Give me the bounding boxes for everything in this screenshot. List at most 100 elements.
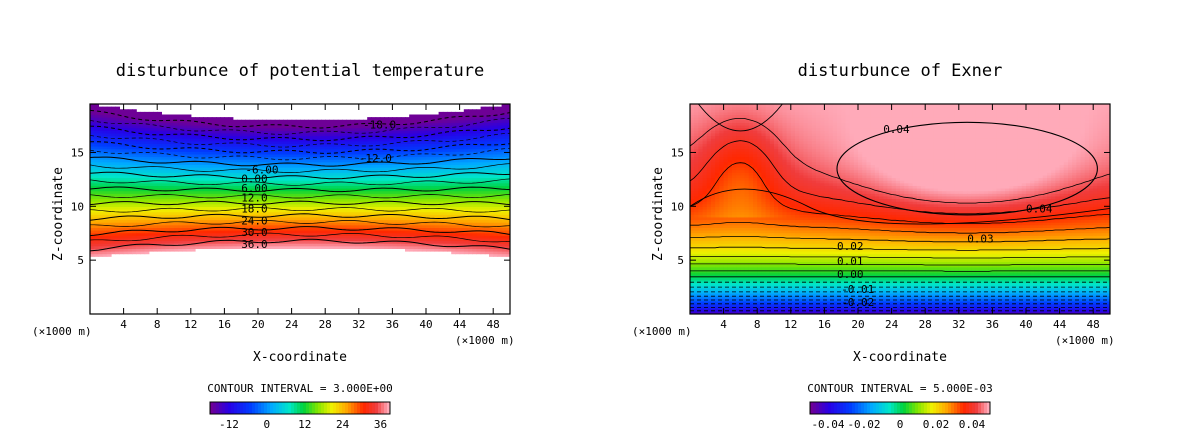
- field-cell: [300, 143, 305, 147]
- field-cell: [312, 156, 318, 160]
- field-cell: [413, 151, 419, 155]
- field-cell: [463, 245, 469, 249]
- field-cell: [371, 132, 377, 137]
- field-cell: [115, 248, 120, 252]
- field-cell: [207, 188, 213, 192]
- field-cell: [413, 164, 419, 168]
- field-cell: [274, 140, 280, 144]
- field-cell: [463, 135, 469, 139]
- field-cell: [396, 227, 402, 231]
- field-cell: [337, 237, 343, 242]
- field-cell: [392, 240, 398, 244]
- field-cell: [459, 237, 465, 242]
- field-cell: [392, 172, 398, 176]
- field-cell: [161, 143, 167, 147]
- field-cell: [111, 106, 116, 110]
- field-cell: [203, 211, 209, 215]
- field-cell: [283, 201, 288, 205]
- field-cell: [258, 119, 263, 123]
- field-cell: [115, 167, 120, 171]
- field-cell: [442, 230, 448, 234]
- field-cell: [132, 188, 137, 192]
- field-cell: [413, 193, 419, 197]
- field-cell: [153, 135, 158, 139]
- field-cell: [342, 182, 347, 186]
- field-cell: [430, 151, 435, 155]
- field-cell: [342, 211, 347, 215]
- field-cell: [111, 169, 116, 173]
- field-cell: [329, 148, 335, 152]
- field-cell: [430, 243, 435, 247]
- field-cell: [358, 119, 364, 123]
- field-cell: [451, 251, 456, 255]
- field-cell: [291, 232, 297, 236]
- field-cell: [342, 167, 347, 171]
- field-cell: [228, 203, 234, 207]
- field-cell: [262, 201, 267, 205]
- field-cell: [346, 135, 351, 139]
- field-cell: [119, 111, 125, 116]
- field-cell: [417, 206, 423, 210]
- field-cell: [249, 119, 255, 123]
- field-cell: [405, 193, 410, 197]
- field-cell: [98, 227, 104, 231]
- field-cell: [493, 198, 498, 202]
- field-cell: [434, 245, 440, 249]
- field-cell: [350, 151, 356, 155]
- field-cell: [321, 230, 326, 234]
- field-cell: [371, 146, 377, 150]
- field-cell: [98, 245, 104, 249]
- field-cell: [413, 216, 419, 221]
- field-cell: [400, 203, 406, 207]
- field-cell: [283, 222, 288, 226]
- field-cell: [489, 106, 494, 110]
- field-cell: [136, 177, 141, 181]
- field-cell: [169, 248, 175, 252]
- field-cell: [484, 161, 490, 165]
- field-cell: [136, 156, 141, 160]
- field-cell: [161, 211, 167, 215]
- field-cell: [476, 159, 482, 163]
- field-cell: [283, 214, 288, 218]
- field-cell: [262, 151, 267, 155]
- field-cell: [463, 119, 469, 123]
- field-cell: [249, 167, 255, 171]
- field-cell: [367, 232, 372, 236]
- field-cell: [417, 161, 423, 165]
- field-cell: [384, 193, 389, 197]
- field-cell: [308, 122, 314, 126]
- field-cell: [316, 235, 322, 239]
- field-cell: [476, 117, 482, 121]
- field-cell: [476, 119, 482, 123]
- field-cell: [434, 209, 440, 213]
- field-cell: [157, 188, 162, 192]
- field-cell: [232, 172, 238, 176]
- field-cell: [102, 117, 108, 121]
- field-cell: [224, 182, 230, 186]
- field-cell: [354, 195, 360, 200]
- field-cell: [430, 127, 435, 131]
- field-cell: [195, 227, 200, 231]
- field-cell: [119, 174, 125, 179]
- field-cell: [388, 153, 393, 158]
- field-cell: [144, 172, 150, 176]
- field-cell: [300, 159, 305, 163]
- field-cell: [409, 248, 414, 252]
- field-cell: [463, 148, 469, 152]
- field-cell: [459, 156, 465, 160]
- field-cell: [337, 156, 343, 160]
- field-cell: [266, 237, 272, 242]
- field-cell: [484, 109, 490, 113]
- field-cell: [316, 119, 322, 123]
- field-cell: [237, 224, 242, 228]
- field-cell: [442, 135, 448, 139]
- field-cell: [266, 140, 272, 144]
- field-cell: [203, 122, 209, 126]
- field-cell: [434, 119, 440, 123]
- field-cell: [480, 151, 486, 155]
- field-cell: [216, 127, 221, 131]
- field-cell: [421, 159, 427, 163]
- field-cell: [90, 206, 95, 210]
- field-cell: [358, 240, 364, 244]
- field-cell: [430, 182, 435, 186]
